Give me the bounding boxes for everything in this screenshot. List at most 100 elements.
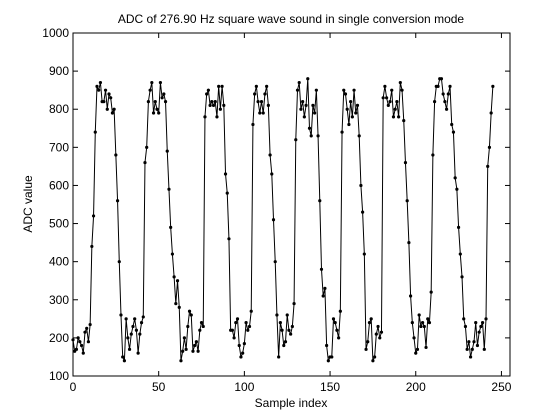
data-point <box>397 115 401 119</box>
data-point <box>403 160 408 165</box>
x-tick-label: 150 <box>320 380 340 394</box>
y-tick-label: 700 <box>49 140 69 154</box>
data-point <box>422 324 426 329</box>
x-tick-label: 0 <box>70 380 77 394</box>
data-point <box>146 100 150 104</box>
data-point <box>306 77 310 81</box>
data-point <box>201 324 205 329</box>
data-point <box>458 252 462 256</box>
data-point <box>470 347 474 351</box>
data-point <box>263 92 267 96</box>
chart-title: ADC of 276.90 Hz square wave sound in si… <box>118 12 465 26</box>
data-point <box>354 111 358 115</box>
data-point <box>405 199 409 203</box>
data-point <box>199 321 204 325</box>
data-point <box>107 92 111 96</box>
data-point <box>277 355 281 359</box>
x-tick-label: 50 <box>152 380 166 394</box>
x-tick-label: 200 <box>406 380 426 394</box>
data-point <box>91 214 96 218</box>
data-point <box>127 347 132 351</box>
data-point <box>414 351 418 355</box>
data-point <box>357 134 361 138</box>
data-point <box>289 332 293 336</box>
data-point <box>153 100 157 104</box>
y-tick-label: 800 <box>49 102 69 116</box>
data-point <box>170 252 174 256</box>
data-point <box>205 92 209 96</box>
y-axis-label: ADC value <box>21 175 35 233</box>
data-point <box>489 111 493 115</box>
data-point <box>398 80 402 85</box>
data-point <box>150 80 154 85</box>
y-tick-label: 100 <box>49 369 69 383</box>
data-point <box>103 88 108 92</box>
data-point <box>307 126 312 130</box>
data-point <box>134 328 139 332</box>
data-point <box>297 80 301 85</box>
data-point <box>112 107 116 111</box>
data-point <box>359 183 363 188</box>
data-point <box>400 88 404 92</box>
data-point <box>121 355 125 359</box>
data-point <box>474 321 478 325</box>
data-point <box>218 107 222 111</box>
data-point <box>321 294 325 298</box>
data-point <box>455 187 459 191</box>
data-point <box>141 315 145 319</box>
data-point <box>415 347 420 351</box>
data-point <box>177 305 181 309</box>
data-point <box>448 84 452 88</box>
data-point <box>366 340 370 344</box>
data-point <box>491 84 495 88</box>
data-point <box>241 351 245 355</box>
data-point <box>259 100 264 104</box>
data-point <box>487 145 492 149</box>
data-point <box>410 321 414 325</box>
data-point <box>378 336 382 340</box>
data-point <box>345 107 349 111</box>
data-point <box>292 301 296 306</box>
data-point <box>148 88 152 92</box>
data-point <box>119 313 123 317</box>
x-axis-ticks: 0 50 100 150 200 250 <box>70 33 512 394</box>
data-point <box>311 103 315 108</box>
data-point <box>217 84 221 88</box>
data-point <box>270 172 274 176</box>
data-point <box>223 172 228 176</box>
data-point <box>85 326 89 330</box>
data-point <box>115 199 120 203</box>
data-point <box>385 96 389 100</box>
data-point <box>373 355 377 359</box>
data-point <box>482 347 486 351</box>
data-point <box>261 111 265 115</box>
data-point <box>465 347 469 351</box>
data-point <box>325 343 329 348</box>
data-point <box>443 100 447 104</box>
data-point <box>374 332 378 336</box>
data-point <box>237 343 241 348</box>
data-point <box>376 324 380 329</box>
data-point <box>278 321 282 325</box>
data-point <box>251 122 255 127</box>
data-point <box>163 100 168 104</box>
data-point <box>314 88 318 92</box>
data-point <box>179 359 183 363</box>
data-point <box>196 349 200 353</box>
data-point <box>282 343 286 348</box>
data-point <box>102 100 106 104</box>
data-point <box>155 107 159 111</box>
data-point <box>446 92 450 96</box>
data-point <box>343 92 348 96</box>
data-point <box>285 313 289 317</box>
data-point <box>436 84 440 88</box>
data-point <box>206 88 210 92</box>
data-point <box>462 317 466 321</box>
data-point <box>88 322 92 327</box>
data-point <box>484 317 488 321</box>
data-point <box>480 321 485 325</box>
data-point <box>367 321 372 325</box>
data-point <box>280 328 284 332</box>
